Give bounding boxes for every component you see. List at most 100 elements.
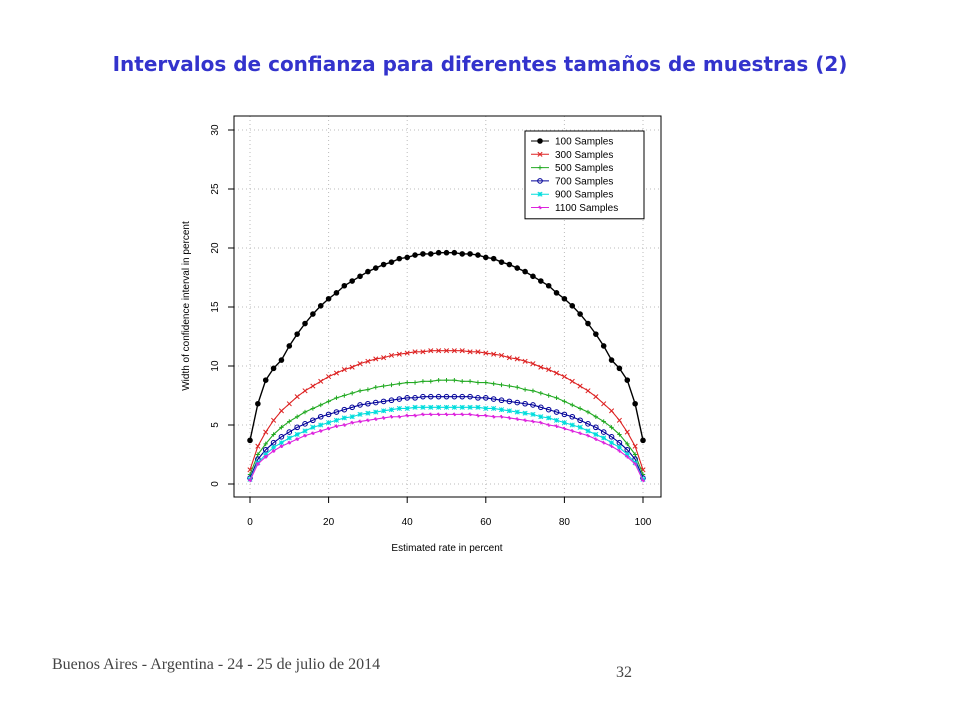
data-point xyxy=(632,452,638,457)
data-point xyxy=(350,420,354,425)
legend-entry: 700 Samples xyxy=(531,176,613,187)
data-point xyxy=(255,400,261,407)
data-point xyxy=(585,421,591,427)
data-point xyxy=(263,441,268,447)
data-point xyxy=(302,320,308,327)
data-point xyxy=(412,380,418,385)
data-point xyxy=(271,417,277,423)
data-point xyxy=(506,261,513,268)
data-point xyxy=(498,259,505,265)
data-point xyxy=(459,251,466,257)
data-point xyxy=(514,399,521,406)
data-point xyxy=(585,388,591,394)
data-point xyxy=(546,423,551,427)
data-point xyxy=(311,431,315,436)
data-point xyxy=(483,405,489,412)
data-point xyxy=(428,348,434,354)
data-point xyxy=(459,348,465,354)
data-point xyxy=(609,444,614,449)
data-point xyxy=(451,393,458,400)
data-point xyxy=(530,361,536,367)
data-point xyxy=(341,366,347,373)
data-point xyxy=(372,399,379,406)
data-point xyxy=(373,417,378,421)
data-point xyxy=(270,439,277,446)
data-point xyxy=(545,282,552,289)
data-point xyxy=(624,446,631,453)
data-point xyxy=(498,352,505,358)
data-point xyxy=(452,412,457,417)
data-point xyxy=(601,419,606,424)
data-point xyxy=(294,424,300,431)
data-point xyxy=(475,404,481,410)
data-point xyxy=(372,265,379,271)
data-point xyxy=(514,409,520,415)
data-point xyxy=(357,411,363,417)
data-point xyxy=(483,395,489,401)
data-point xyxy=(381,416,386,420)
data-point xyxy=(428,379,433,384)
data-point xyxy=(388,259,395,265)
data-point xyxy=(262,446,269,453)
data-point xyxy=(420,404,426,410)
data-point xyxy=(397,414,402,419)
data-point xyxy=(255,443,261,449)
data-point xyxy=(349,414,355,420)
data-point xyxy=(515,385,520,390)
data-point xyxy=(443,348,450,354)
data-point xyxy=(435,249,442,256)
data-point xyxy=(342,423,347,427)
data-point xyxy=(325,295,332,302)
data-point xyxy=(459,404,465,410)
data-point xyxy=(271,449,276,453)
data-point xyxy=(475,380,481,385)
data-point xyxy=(577,311,583,317)
data-point xyxy=(522,387,528,392)
data-point xyxy=(341,415,347,421)
data-point xyxy=(538,205,542,210)
y-tick-label: 5 xyxy=(210,422,221,428)
data-point xyxy=(624,451,630,458)
data-point xyxy=(303,433,307,438)
data-point xyxy=(600,343,607,349)
data-point xyxy=(271,432,276,437)
data-point xyxy=(491,351,497,357)
data-point xyxy=(514,265,521,271)
data-point xyxy=(451,404,457,410)
data-point xyxy=(546,366,552,373)
data-point xyxy=(609,440,615,446)
data-point xyxy=(278,440,284,446)
data-point xyxy=(270,365,277,372)
data-point xyxy=(522,268,528,275)
data-point xyxy=(546,393,551,398)
data-point xyxy=(436,412,441,417)
data-point xyxy=(317,413,324,420)
data-point xyxy=(318,402,323,408)
data-point xyxy=(490,396,497,402)
legend-label: 500 Samples xyxy=(555,163,613,174)
data-point xyxy=(483,380,488,385)
data-point xyxy=(365,268,371,275)
data-point xyxy=(475,252,481,258)
data-point xyxy=(294,414,300,419)
data-point xyxy=(601,401,607,407)
data-point xyxy=(295,437,299,441)
data-point xyxy=(530,388,536,393)
data-point xyxy=(530,411,536,417)
legend: 100 Samples 300 Samples 500 Samples 700 Sam… xyxy=(524,130,645,220)
data-point xyxy=(373,409,379,415)
data-point xyxy=(624,429,630,435)
series-1100-samples xyxy=(248,412,645,483)
data-point xyxy=(341,406,348,413)
series-300-samples xyxy=(247,348,646,473)
data-point xyxy=(561,420,567,426)
data-point xyxy=(490,255,497,262)
x-tick-label: 60 xyxy=(480,517,492,528)
series-700-samples xyxy=(247,393,646,481)
data-point xyxy=(412,395,418,401)
data-point xyxy=(263,455,268,459)
data-point xyxy=(539,420,543,425)
data-point xyxy=(475,349,481,355)
data-point xyxy=(389,382,394,388)
